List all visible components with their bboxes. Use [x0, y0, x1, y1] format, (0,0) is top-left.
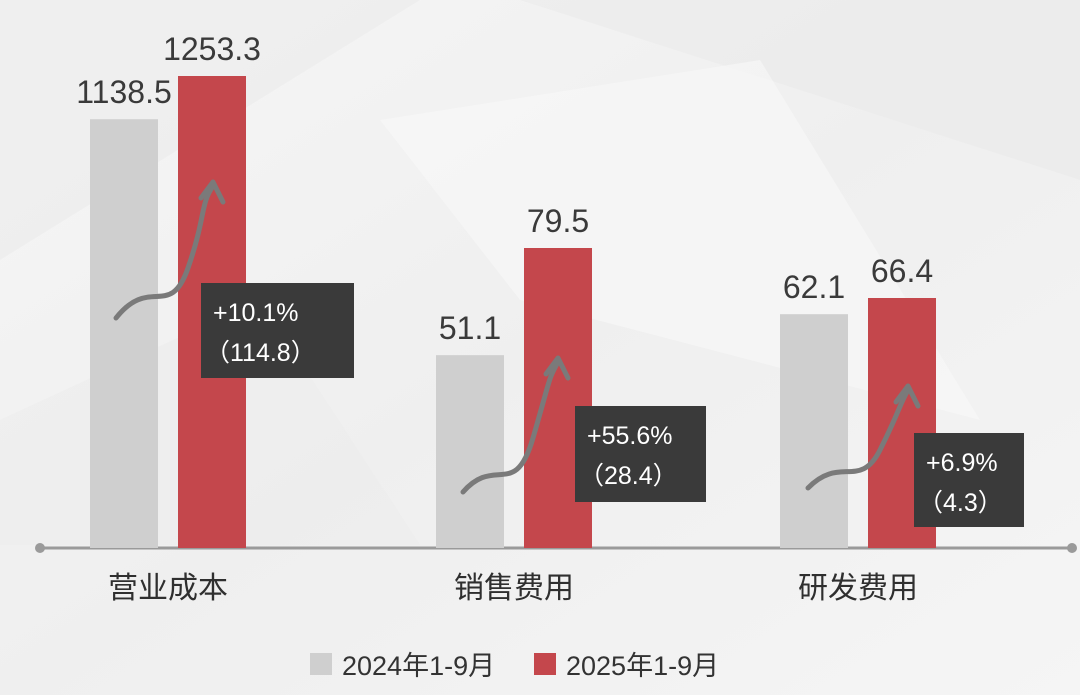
legend-swatch: [310, 653, 332, 675]
value-label-2024-1: 1138.5: [76, 74, 172, 110]
callout-box: [201, 283, 354, 378]
bar-2024-3: [780, 314, 848, 548]
category-label-3: 研发费用: [798, 571, 918, 606]
legend-item-2: 2025年1-9月: [534, 651, 719, 681]
callout-difference: （28.4）: [579, 462, 678, 490]
growth-arrow-curve: [805, 387, 911, 491]
value-label-2025-2: 79.5: [527, 203, 589, 239]
value-label-2025-3: 66.4: [871, 253, 933, 289]
growth-arrow-icon-1: [113, 179, 226, 321]
growth-callout-3: +6.9% （4.3）: [914, 433, 1024, 527]
callout-box: [575, 406, 706, 502]
bar-2025-2: [524, 248, 592, 548]
callout-percent: +6.9%: [926, 449, 998, 477]
growth-callout-2: +55.6% （28.4）: [575, 406, 706, 502]
value-label-2025-1: 1253.3: [163, 31, 261, 67]
value-label-2024-2: 51.1: [439, 310, 501, 346]
x-axis-end-dot: [1067, 543, 1077, 553]
growth-callout-1: +10.1% （114.8）: [201, 283, 354, 378]
callout-percent: +10.1%: [213, 299, 299, 327]
bar-2024-2: [436, 355, 504, 548]
growth-arrow-icon-2: [460, 355, 571, 495]
legend-item-1: 2024年1-9月: [310, 651, 495, 681]
callout-percent: +55.6%: [587, 422, 673, 450]
category-label-1: 营业成本: [108, 571, 228, 606]
growth-arrow-head: [543, 355, 571, 381]
legend-label: 2024年1-9月: [342, 651, 495, 681]
growth-arrow-curve: [460, 359, 561, 495]
growth-arrow-head: [198, 179, 226, 205]
callout-difference: （114.8）: [205, 339, 316, 367]
callout-box: [914, 433, 1024, 527]
category-label-2: 销售费用: [454, 571, 574, 606]
value-label-2024-3: 62.1: [783, 269, 845, 305]
growth-arrow-curve: [113, 183, 216, 321]
bar-2024-1: [90, 119, 158, 548]
x-axis-start-dot: [35, 543, 45, 553]
legend-swatch: [534, 653, 556, 675]
growth-arrow-icon-3: [805, 383, 921, 491]
growth-arrow-head: [893, 383, 921, 409]
callout-difference: （4.3）: [918, 489, 1003, 517]
legend-label: 2025年1-9月: [566, 651, 719, 681]
